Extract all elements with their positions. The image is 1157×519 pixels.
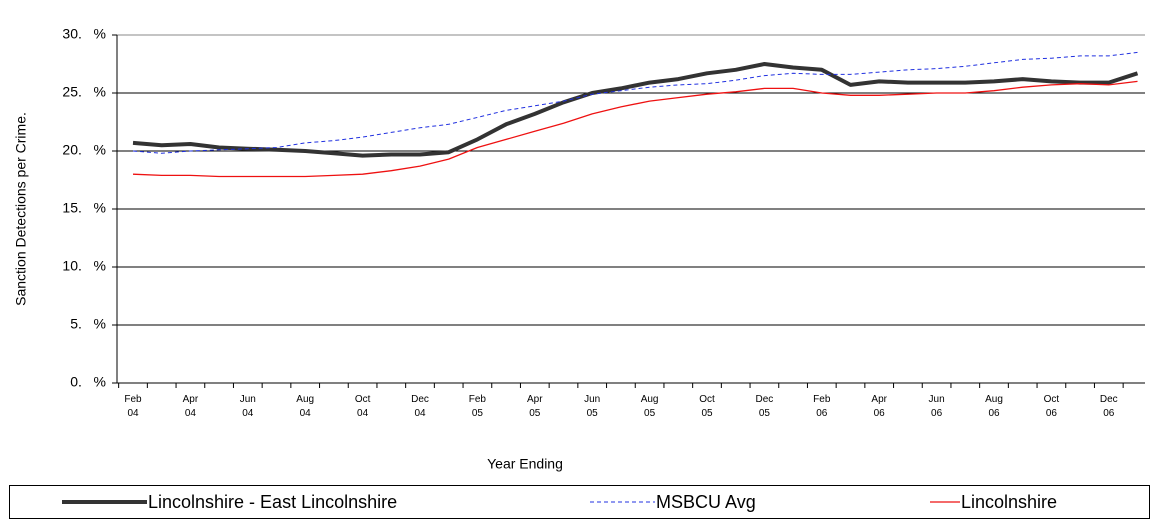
x-tick-label: Dec 05 xyxy=(755,394,774,419)
y-tick-label: 20. % xyxy=(62,142,106,158)
x-tick-label: Dec 04 xyxy=(411,394,429,419)
x-tick-label: Apr 06 xyxy=(871,394,887,419)
x-tick-label: Apr 05 xyxy=(527,394,543,419)
x-tick-label: Oct 04 xyxy=(354,394,371,419)
x-tick-label: Dec 06 xyxy=(1099,394,1118,419)
x-tick-label: Apr 04 xyxy=(182,394,199,419)
y-axis-label: Sanction Detections per Crime. xyxy=(13,112,29,306)
x-tick-label: Aug 04 xyxy=(296,394,315,419)
x-tick-label: Aug 05 xyxy=(640,394,659,419)
y-tick-label: 30. % xyxy=(62,26,106,42)
x-tick-label: Jun 05 xyxy=(584,394,601,419)
x-tick-label: Oct 06 xyxy=(1043,394,1060,419)
y-tick-label: 15. % xyxy=(62,200,106,216)
legend-label: Lincolnshire - East Lincolnshire xyxy=(148,492,397,512)
x-tick-label: Oct 05 xyxy=(699,394,715,419)
x-tick-label: Jun 06 xyxy=(928,394,945,419)
series-line xyxy=(132,62,1139,158)
y-tick-label: 0. % xyxy=(70,374,106,390)
x-tick-label: Feb 04 xyxy=(124,394,142,419)
x-axis-label: Year Ending xyxy=(487,456,563,472)
legend-label: MSBCU Avg xyxy=(656,492,756,512)
series-line xyxy=(132,51,1138,154)
y-tick-label: 25. % xyxy=(62,84,106,100)
y-tick-label: 5. % xyxy=(70,316,106,332)
legend-label: Lincolnshire xyxy=(961,492,1057,512)
x-tick-label: Aug 06 xyxy=(985,394,1003,419)
x-tick-label: Feb 06 xyxy=(813,394,831,419)
y-tick-label: 10. % xyxy=(62,258,106,274)
x-tick-label: Feb 05 xyxy=(468,394,486,419)
series-line xyxy=(132,80,1138,178)
x-tick-label: Jun 04 xyxy=(239,394,256,419)
